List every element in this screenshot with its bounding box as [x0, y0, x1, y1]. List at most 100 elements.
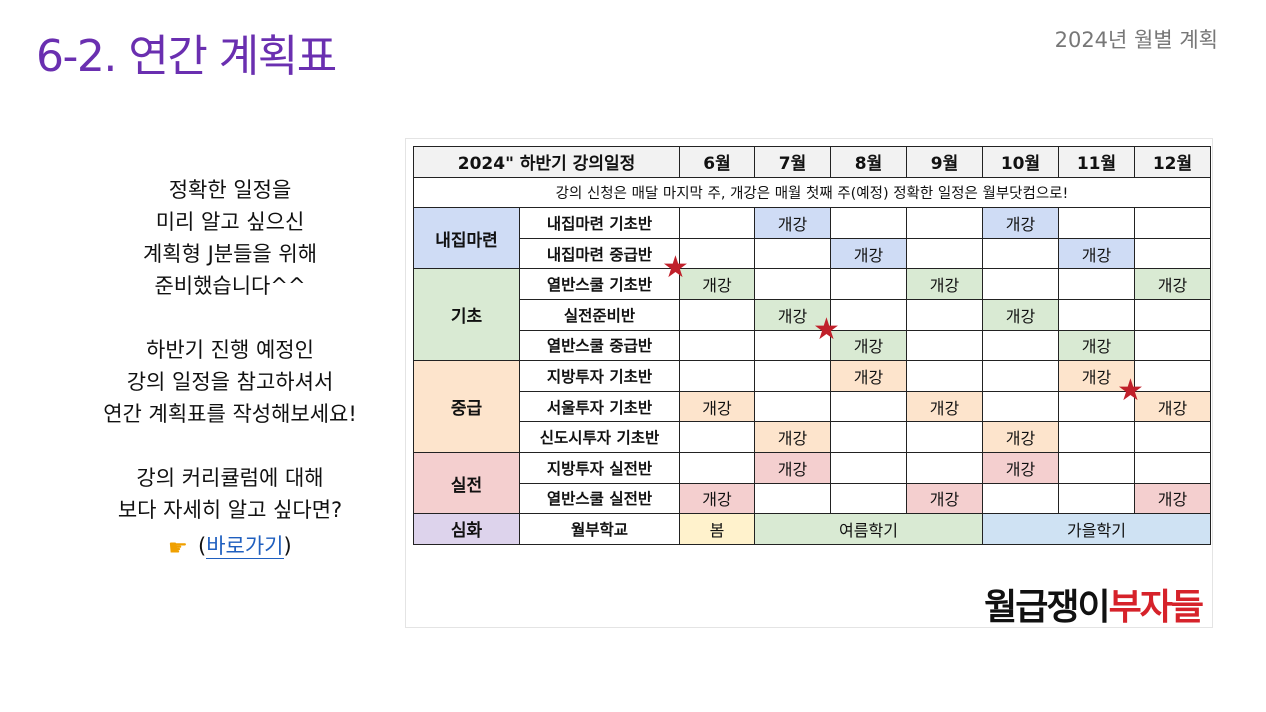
link-paren-close: )	[283, 534, 292, 558]
empty-cell	[679, 421, 755, 453]
empty-cell	[679, 451, 755, 484]
class-name-cell: 신도시투자 기초반	[519, 421, 680, 453]
category-cell: 중급	[413, 360, 520, 453]
text-line: 강의 일정을 참고하셔서	[126, 370, 334, 394]
empty-cell	[830, 421, 907, 453]
empty-cell	[830, 482, 907, 515]
shortcut-line: ☚ (바로가기)	[60, 530, 400, 565]
shortcut-link[interactable]: 바로가기	[206, 534, 284, 559]
course-start-cell: 개강	[754, 421, 831, 453]
table-row: 실전준비반 개강 개강	[414, 298, 1211, 331]
text-line: 준비했습니다^^	[154, 274, 306, 298]
text-line: 미리 알고 싶으신	[155, 210, 305, 234]
month-header: 12월	[1134, 146, 1211, 178]
schedule-image: 2024" 하반기 강의일정 6월 7월 8월 9월 10월 11월 12월 강의 신청은 매달…	[405, 138, 1213, 628]
empty-cell	[830, 390, 907, 423]
course-start-cell: 개강	[906, 268, 983, 300]
page-title: 6-2. 연간 계획표	[36, 31, 337, 82]
category-cell: 내집마련	[413, 207, 520, 270]
link-paren-open: (	[198, 534, 207, 558]
star-icon: ★	[1117, 372, 1144, 408]
empty-cell	[982, 482, 1059, 515]
month-header: 11월	[1058, 146, 1135, 178]
brand-part-1: 월급쟁이	[984, 587, 1110, 628]
empty-cell	[754, 360, 831, 392]
month-header: 7월	[754, 146, 831, 178]
empty-cell	[1134, 360, 1211, 392]
empty-cell	[679, 237, 755, 270]
empty-cell	[1134, 298, 1211, 331]
empty-cell	[679, 329, 755, 362]
empty-cell	[830, 298, 907, 331]
text-line: 강의 커리큘럼에 대해	[136, 466, 324, 490]
month-header: 6월	[679, 146, 755, 178]
empty-cell	[906, 360, 983, 392]
table-row: 내집마련 내집마련 기초반 개강 개강	[413, 207, 1211, 270]
course-start-cell: 개강 ★	[1117, 375, 1211, 423]
notice-text: 강의 신청은 매달 마지막 주, 개강은 매월 첫째 주(예정) 정확한 일정은…	[413, 176, 1211, 209]
empty-cell	[982, 329, 1059, 362]
table-row: 내집마련 중급반 개강 개강	[414, 237, 1211, 270]
empty-cell	[1058, 482, 1135, 515]
empty-cell	[1134, 421, 1211, 453]
text-line: 정확한 일정을	[168, 178, 292, 202]
empty-cell	[754, 390, 831, 423]
intro-text: 정확한 일정을 미리 알고 싶으신 계획형 J분들을 위해 준비했습니다^^ 하…	[60, 174, 400, 565]
header-row: 2024" 하반기 강의일정 6월 7월 8월 9월 10월 11월 12월	[413, 146, 1211, 178]
empty-cell	[754, 237, 831, 270]
course-start-cell: 개강	[906, 390, 983, 423]
empty-cell	[906, 329, 983, 362]
empty-cell	[906, 451, 983, 484]
course-start-cell: 개강	[982, 451, 1059, 484]
course-start-cell: 개강	[982, 421, 1059, 453]
empty-cell	[906, 207, 983, 239]
empty-cell	[1058, 298, 1135, 331]
term-cell: 봄	[679, 513, 755, 545]
empty-cell	[1058, 451, 1135, 484]
empty-cell	[982, 390, 1059, 423]
table-row: 열반스쿨 중급반 개강 ★ 개강	[414, 314, 1211, 362]
table-row: 실전 지방투자 실전반 개강 개강	[413, 451, 1211, 515]
class-name-cell: 열반스쿨 기초반	[519, 268, 680, 300]
text-line: 계획형 J분들을 위해	[142, 242, 318, 266]
course-start-cell: 개강 ★	[662, 253, 755, 300]
course-start-cell: 개강 ★	[813, 314, 907, 362]
brand-part-2: 부자들	[1108, 587, 1204, 628]
intro-paragraph-3: 강의 커리큘럼에 대해 보다 자세히 알고 싶다면? ☚ (바로가기)	[60, 462, 400, 565]
empty-cell	[754, 482, 831, 515]
term-cell: 여름학기	[754, 513, 983, 545]
empty-cell	[982, 360, 1059, 392]
empty-cell	[982, 268, 1059, 300]
empty-cell	[679, 207, 755, 239]
course-start-cell: 개강	[754, 298, 831, 331]
course-start-cell: 개강	[1134, 268, 1211, 300]
empty-cell	[906, 237, 983, 270]
month-header: 8월	[830, 146, 907, 178]
course-start-cell: 개강	[1058, 237, 1135, 270]
empty-cell	[906, 421, 983, 453]
empty-cell	[830, 207, 907, 239]
empty-cell	[1134, 329, 1211, 362]
empty-cell	[679, 298, 755, 331]
notice-row: 강의 신청은 매달 마지막 주, 개강은 매월 첫째 주(예정) 정확한 일정은…	[413, 176, 1211, 209]
class-name-cell: 내집마련 기초반	[519, 207, 680, 239]
star-icon: ★	[813, 311, 840, 347]
table-row: 열반스쿨 실전반 개강 개강 개강	[414, 482, 1211, 515]
category-cell: 기초	[413, 268, 520, 362]
text-line: 연간 계획표를 작성해보세요!	[103, 402, 357, 426]
month-header: 9월	[906, 146, 983, 178]
intro-paragraph-1: 정확한 일정을 미리 알고 싶으신 계획형 J분들을 위해 준비했습니다^^	[60, 174, 400, 302]
course-start-cell: 개강	[830, 360, 907, 392]
brand-logo: 월급쟁이부자들	[984, 578, 1204, 630]
empty-cell	[754, 268, 831, 300]
class-name-cell: 지방투자 실전반	[519, 451, 680, 484]
empty-cell	[982, 237, 1059, 270]
class-name-cell: 열반스쿨 중급반	[519, 329, 680, 362]
class-name-cell: 열반스쿨 실전반	[519, 482, 680, 515]
course-start-cell: 개강	[679, 482, 755, 515]
class-name-cell: 서울투자 기초반	[519, 390, 680, 423]
schedule-table: 2024" 하반기 강의일정 6월 7월 8월 9월 10월 11월 12월 강의 신청은 매달…	[413, 146, 1211, 545]
course-start-cell: 개강	[754, 451, 831, 484]
empty-cell	[1134, 237, 1211, 270]
text-line: 하반기 진행 예정인	[146, 338, 314, 362]
